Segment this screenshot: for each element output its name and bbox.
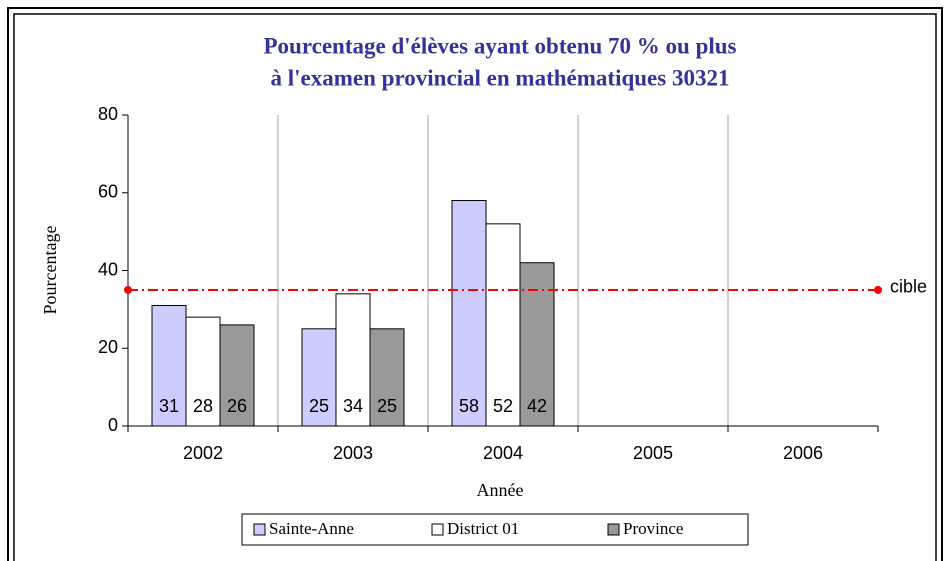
data-label: 25 bbox=[309, 396, 329, 416]
x-tick-label: 2002 bbox=[183, 443, 223, 463]
data-label: 31 bbox=[159, 396, 179, 416]
chart-title: à l'examen provincial en mathématiques 3… bbox=[271, 65, 730, 90]
data-label: 58 bbox=[459, 396, 479, 416]
y-axis-label: Pourcentage bbox=[40, 226, 60, 315]
data-label: 52 bbox=[493, 396, 513, 416]
data-label: 26 bbox=[227, 396, 247, 416]
data-label: 42 bbox=[527, 396, 547, 416]
x-tick-label: 2006 bbox=[783, 443, 823, 463]
outer-frame bbox=[7, 7, 943, 561]
legend-label: Sainte-Anne bbox=[269, 519, 354, 538]
chart-title: Pourcentage d'élèves ayant obtenu 70 % o… bbox=[263, 33, 736, 58]
bar bbox=[185, 316, 221, 427]
target-dot bbox=[874, 285, 882, 294]
y-tick-label: 60 bbox=[98, 182, 118, 202]
data-label: 28 bbox=[193, 396, 213, 416]
y-tick-label: 0 bbox=[108, 415, 118, 435]
data-label: 34 bbox=[343, 396, 363, 416]
data-label: 25 bbox=[377, 396, 397, 416]
legend-label: District 01 bbox=[447, 519, 519, 538]
x-tick-label: 2003 bbox=[333, 443, 373, 463]
legend-box bbox=[241, 513, 749, 546]
legend-swatch bbox=[253, 523, 266, 536]
legend-swatch bbox=[607, 523, 620, 536]
bar bbox=[485, 223, 521, 427]
legend-label: Province bbox=[623, 519, 683, 538]
y-tick-label: 20 bbox=[98, 337, 118, 357]
target-label: cible bbox=[890, 277, 927, 297]
x-axis-label: Année bbox=[477, 480, 524, 500]
y-tick-label: 40 bbox=[98, 259, 118, 279]
y-tick-label: 80 bbox=[98, 104, 118, 124]
bar bbox=[451, 200, 487, 427]
inner-frame bbox=[13, 13, 937, 561]
legend-swatch bbox=[431, 523, 444, 536]
target-dot bbox=[124, 285, 132, 294]
x-tick-label: 2005 bbox=[633, 443, 673, 463]
x-tick-label: 2004 bbox=[483, 443, 523, 463]
